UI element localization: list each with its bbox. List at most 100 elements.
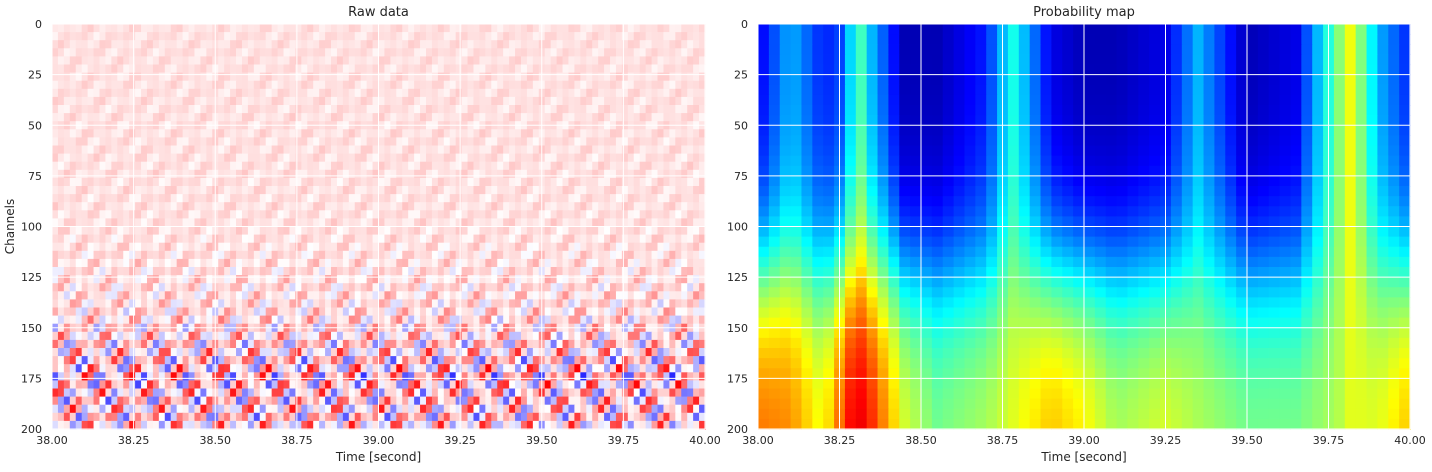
heatmap-cell [170,88,178,98]
heatmap-cell [247,32,255,41]
heatmap-cell [295,161,302,171]
heatmap-cell [473,32,481,41]
heatmap-cell [170,275,178,284]
heatmap-cell [414,80,421,90]
heatmap-cell [627,153,635,163]
heatmap-cell [241,88,249,98]
heatmap-cell [75,64,83,74]
heatmap-cell [681,80,688,90]
heatmap-cell [331,275,338,284]
heatmap-cell [75,226,83,236]
heatmap-cell [164,24,172,33]
heatmap-cell [497,380,504,390]
heatmap-cell [615,258,623,268]
heatmap-cell [57,202,65,211]
heatmap-cell [479,348,486,357]
heatmap-cell [598,234,605,244]
heatmap-cell [437,40,445,49]
heatmap-cell [390,210,397,219]
heatmap-cell [443,218,451,228]
heatmap-cell [75,153,83,163]
heatmap-cell [574,242,581,252]
heatmap-cell [230,72,237,82]
heatmap-cell [295,169,302,179]
heatmap-cell [443,194,451,203]
heatmap-cell [176,113,184,122]
heatmap-cell [657,275,665,284]
heatmap-cell [562,380,570,390]
heatmap-cell [271,339,279,349]
heatmap-cell [455,291,463,300]
heatmap-cell [164,80,172,90]
heatmap-cell [520,161,528,171]
heatmap-cell [301,113,308,122]
heatmap-cell [295,177,302,187]
heatmap-cell [182,275,190,284]
heatmap-cell [63,194,71,203]
heatmap-cell [420,267,427,276]
heatmap-cell [117,129,124,138]
heatmap-cell [431,56,439,66]
heatmap-cell [503,137,510,147]
heatmap-cell [425,64,433,74]
heatmap-cell [408,250,415,260]
heatmap-cell [105,137,112,147]
heatmap-cell [170,202,178,211]
heatmap-cell [188,202,196,211]
heatmap-cell [384,202,391,211]
heatmap-cell [289,113,296,122]
heatmap-cell [378,299,386,309]
heatmap-cell [218,291,225,300]
heatmap-cell [289,226,296,236]
heatmap-cell [81,275,89,284]
heatmap-cell [509,226,516,236]
heatmap-cell [431,72,439,82]
heatmap-cell [348,202,356,211]
heatmap-cell [152,105,160,114]
heatmap-cell [420,242,427,252]
heatmap-cell [295,307,302,317]
heatmap-cell [313,24,320,33]
heatmap-cell [681,210,688,219]
heatmap-cell [402,56,409,66]
heatmap-cell [515,137,522,147]
heatmap-cell [218,186,225,195]
heatmap-cell [574,80,581,90]
heatmap-cell [568,226,575,236]
heatmap-cell [550,339,558,349]
heatmap-cell [325,56,332,66]
heatmap-cell [431,380,439,390]
heatmap-cell [372,242,380,252]
heatmap-cell [117,339,124,349]
heatmap-cell [681,364,688,373]
heatmap-cell [69,234,77,244]
heatmap-cell [63,64,71,74]
heatmap-cell [265,177,273,187]
heatmap-cell [431,299,439,309]
heatmap-cell [402,32,409,41]
heatmap-cell [408,177,415,187]
heatmap-cell [675,64,682,74]
heatmap-cell [467,250,475,260]
heatmap-cell [651,64,659,74]
heatmap-cell [509,331,516,341]
heatmap-cell [449,186,457,195]
heatmap-cell [152,283,160,292]
heatmap-cell [259,129,267,138]
heatmap-cell [562,137,570,147]
heatmap-cell [319,283,326,292]
heatmap-cell [93,137,101,147]
heatmap-cell [515,372,522,381]
heatmap-cell [503,291,510,300]
heatmap-cell [645,275,653,284]
heatmap-cell [372,161,380,171]
heatmap-cell [307,56,314,66]
heatmap-cell [657,372,665,381]
heatmap-cell [491,307,498,317]
heatmap-cell [443,250,451,260]
heatmap-cell [331,129,338,138]
heatmap-cell [675,88,682,98]
heatmap-cell [188,307,196,317]
heatmap-cell [354,348,362,357]
heatmap-cell [141,380,148,390]
